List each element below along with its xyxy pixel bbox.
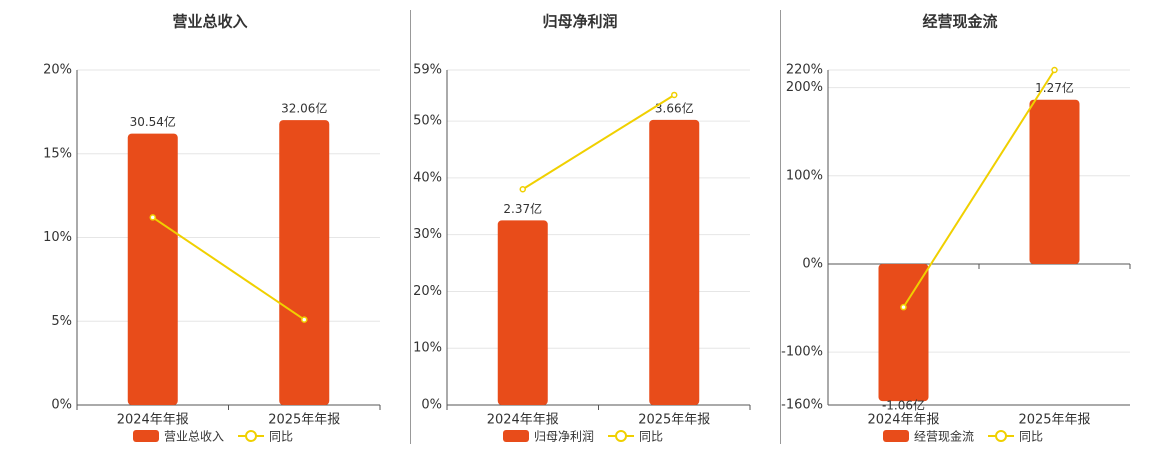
chart-title: 经营现金流 (922, 13, 997, 31)
legend-label: 营业总收入 (164, 430, 224, 444)
bar (1029, 99, 1080, 265)
line-series (152, 216, 305, 321)
chart-title: 营业总收入 (172, 13, 247, 31)
line-point (301, 316, 308, 323)
legend-swatch (245, 430, 258, 442)
y-tick-label: 59% (413, 63, 442, 78)
y-tick-label: -160% (781, 398, 823, 413)
y-tick-label: 100% (786, 168, 823, 183)
data-label: 32.06亿 (281, 101, 327, 116)
legend-label: 经营现金流 (914, 429, 974, 444)
line-point (671, 91, 678, 99)
legend-label: 同比 (269, 430, 293, 444)
data-label: 2.37亿 (503, 201, 542, 216)
legend-label: 同比 (639, 430, 663, 444)
legend-label: 归母净利润 (534, 430, 594, 444)
line-point (149, 214, 156, 221)
y-tick-label: 5% (51, 314, 72, 329)
legend-swatch (995, 430, 1008, 442)
y-tick-label: 10% (413, 341, 442, 356)
bar (279, 120, 330, 406)
legend-swatch (883, 430, 909, 442)
chart-title: 归母净利润 (542, 13, 617, 31)
y-tick-label: 10% (43, 230, 72, 245)
y-tick-label: 0% (51, 398, 72, 413)
y-tick-label: 200% (786, 80, 823, 95)
line-point (900, 303, 907, 311)
x-tick-label: 2025年年报 (638, 413, 710, 428)
y-tick-label: 20% (43, 63, 72, 78)
line-series (902, 69, 1056, 308)
y-tick-label: 15% (43, 146, 72, 161)
data-label: 3.66亿 (655, 100, 694, 115)
x-tick-label: 2025年年报 (268, 413, 340, 428)
data-label: 30.54亿 (130, 114, 176, 129)
y-tick-label: 40% (413, 170, 442, 185)
y-tick-label: 0% (421, 398, 442, 413)
bar (127, 133, 178, 405)
line-point (519, 185, 526, 193)
line-point (1051, 66, 1058, 74)
bar (497, 220, 548, 405)
bar (878, 264, 929, 402)
y-tick-label: 30% (413, 227, 442, 242)
line-series (522, 94, 675, 191)
data-label: -1.06亿 (882, 398, 925, 413)
y-tick-label: 50% (413, 114, 442, 129)
y-tick-label: 220% (786, 63, 823, 78)
x-tick-label: 2024年年报 (487, 413, 559, 428)
y-tick-label: 0% (802, 256, 823, 271)
bar (649, 119, 700, 405)
x-tick-label: 2025年年报 (1018, 413, 1090, 428)
x-tick-label: 2024年年报 (117, 413, 189, 428)
legend-swatch (615, 430, 628, 442)
x-tick-label: 2024年年报 (867, 413, 939, 428)
y-tick-label: -100% (781, 345, 823, 360)
y-tick-label: 20% (413, 284, 442, 299)
legend-swatch (503, 430, 529, 442)
legend-swatch (133, 430, 159, 442)
legend-label: 同比 (1019, 430, 1043, 444)
